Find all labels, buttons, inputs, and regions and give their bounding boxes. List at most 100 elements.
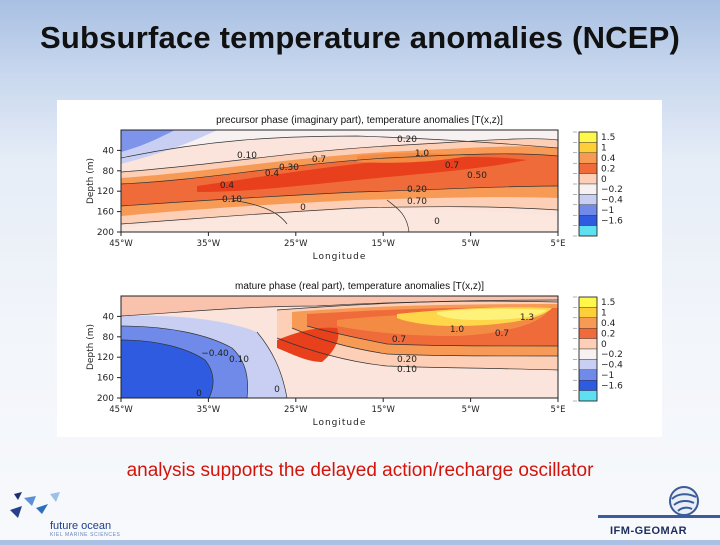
colorbar-label: 0.2 bbox=[601, 329, 615, 339]
contour-label: 0.4 bbox=[265, 169, 280, 179]
x-tick-label: 45°W bbox=[109, 405, 133, 415]
x-tick-label: 25°W bbox=[284, 239, 308, 249]
x-tick-label: 35°W bbox=[197, 405, 221, 415]
x-tick-label: 5°W bbox=[462, 239, 481, 249]
colorbar-swatch bbox=[578, 214, 598, 226]
contour-label: 0.10 bbox=[397, 365, 417, 375]
colorbar-label: 0 bbox=[601, 175, 607, 185]
contours-mature bbox=[121, 299, 558, 398]
colorbar-label: −1.6 bbox=[601, 381, 623, 391]
colorbar-label: 0.4 bbox=[601, 154, 616, 164]
contour-label: 0.4 bbox=[220, 181, 235, 191]
future-ocean-logo: future ocean KIEL MARINE SCIENCES bbox=[6, 490, 136, 540]
ifm-geomar-logo: IFM-GEOMAR bbox=[596, 485, 720, 540]
y-tick-label: 80 bbox=[103, 167, 115, 177]
colorbar-label: −0.4 bbox=[601, 361, 623, 371]
colorbar-frame bbox=[578, 131, 598, 237]
colorbar-swatch bbox=[578, 142, 598, 154]
colorbar-swatch bbox=[578, 307, 598, 318]
x-tick-label: 5°E bbox=[550, 239, 565, 249]
y-tick-label: 40 bbox=[103, 312, 115, 322]
contour-label: 0.50 bbox=[467, 171, 487, 181]
contour-label: 0.7 bbox=[392, 335, 406, 345]
x-tick-label: 15°W bbox=[371, 405, 395, 415]
y-axis-label: Depth (m) bbox=[86, 324, 96, 370]
contour-label: 0.10 bbox=[237, 151, 257, 161]
colorbar-swatch bbox=[578, 163, 598, 174]
slide-title: Subsurface temperature anomalies (NCEP) bbox=[39, 20, 681, 55]
colorbar-swatch bbox=[578, 183, 598, 195]
colorbar-swatch bbox=[578, 173, 598, 185]
y-tick-label: 200 bbox=[97, 228, 114, 238]
contour-label: 0.30 bbox=[279, 163, 299, 173]
y-tick-label: 120 bbox=[97, 353, 114, 363]
colorbar-label: −0.2 bbox=[601, 350, 623, 360]
panel-title-precursor: precursor phase (imaginary part), temper… bbox=[216, 115, 503, 126]
panel-title-mature: mature phase (real part), temperature an… bbox=[235, 281, 484, 292]
plot-frame-precursor bbox=[120, 129, 559, 233]
y-tick-label: 120 bbox=[97, 187, 114, 197]
contour-label: 0 bbox=[274, 385, 280, 395]
colorbar-swatch bbox=[578, 225, 598, 237]
colorbar-label: 0.4 bbox=[601, 319, 616, 329]
colorbar-swatch bbox=[578, 296, 598, 308]
colorbar-label: 0 bbox=[601, 340, 607, 350]
ifm-geomar-logo-icon bbox=[598, 486, 720, 518]
colorbar-label: −0.2 bbox=[601, 185, 623, 195]
x-tick-label: 5°W bbox=[462, 405, 481, 415]
colorbar-swatch bbox=[578, 152, 598, 164]
x-tick-label: 35°W bbox=[197, 239, 221, 249]
colorbar-swatch bbox=[578, 317, 598, 329]
contour-label: 1.3 bbox=[520, 313, 534, 323]
contour-label: 0 bbox=[300, 203, 306, 213]
contour-label: 0 bbox=[196, 389, 202, 399]
colorbar-label: −1 bbox=[601, 371, 614, 381]
heatmap-figure: 0.201.00.100.300.70.4 0.500.70.4 0.200.10 0… bbox=[86, 129, 623, 428]
contour-label: 0.70 bbox=[407, 197, 427, 207]
colorbar-swatch bbox=[578, 348, 598, 360]
x-axis-label: Longitude bbox=[313, 418, 367, 428]
figure-panel: precursor phase (imaginary part), temper… bbox=[57, 100, 662, 437]
contour-label: 0.20 bbox=[397, 355, 417, 365]
contour-label: 0.20 bbox=[407, 185, 427, 195]
slide-caption: analysis supports the delayed action/rec… bbox=[126, 460, 594, 481]
colorbar-label: 1.5 bbox=[601, 133, 615, 143]
colorbar-swatch bbox=[578, 359, 598, 370]
colorbar-swatch bbox=[578, 131, 598, 143]
contours-precursor bbox=[121, 135, 558, 232]
heatmap-field-mature bbox=[121, 296, 558, 398]
contour-label: 0 bbox=[434, 217, 440, 227]
x-tick-label: 15°W bbox=[371, 239, 395, 249]
contour-label: 1.0 bbox=[415, 149, 430, 159]
contour-label: −0.40 bbox=[201, 349, 229, 359]
y-axis-label: Depth (m) bbox=[86, 158, 96, 204]
contour-label: 0.7 bbox=[495, 329, 509, 339]
contour-label: 0.7 bbox=[312, 155, 326, 165]
contour-label: 0.20 bbox=[397, 135, 417, 145]
colorbar-frame bbox=[578, 296, 598, 402]
contour-label: 0.10 bbox=[222, 195, 242, 205]
heatmap-field-precursor bbox=[121, 130, 558, 232]
future-ocean-logo-icon bbox=[10, 492, 60, 518]
colorbars: 1.510.40.20−0.2−0.4−1−1.61.510.40.20−0.2… bbox=[573, 131, 623, 402]
colorbar-label: 1.5 bbox=[601, 298, 615, 308]
x-tick-label: 5°E bbox=[550, 405, 565, 415]
future-ocean-name: future ocean bbox=[50, 520, 112, 532]
contour-label: 1.0 bbox=[450, 325, 465, 335]
colorbar-swatch bbox=[578, 380, 598, 391]
colorbar-swatch bbox=[578, 369, 598, 381]
plot-frame-mature bbox=[120, 295, 559, 399]
future-ocean-subtitle: KIEL MARINE SCIENCES bbox=[50, 532, 121, 538]
contour-labels-precursor: 0.20 1.0 0.10 0.30 0.7 0.4 0.50 0.7 0.4 0.20 0.10 0… bbox=[220, 135, 487, 227]
x-tick-label: 45°W bbox=[109, 239, 133, 249]
colorbar-label: −1 bbox=[601, 206, 614, 216]
colorbar-label: −1.6 bbox=[601, 216, 623, 226]
y-tick-label: 40 bbox=[103, 146, 115, 156]
x-axis-label: Longitude bbox=[313, 252, 367, 262]
colorbar-label: −0.4 bbox=[601, 196, 623, 206]
contour-label: 0.10 bbox=[229, 355, 249, 365]
y-tick-label: 160 bbox=[97, 374, 114, 384]
y-tick-label: 200 bbox=[97, 394, 114, 404]
colorbar-label: 1 bbox=[601, 144, 607, 154]
